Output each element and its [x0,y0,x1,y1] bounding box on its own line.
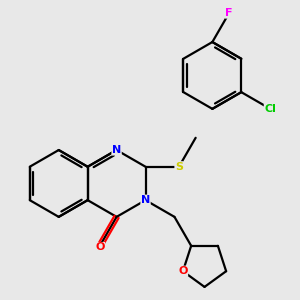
Text: N: N [112,145,121,155]
Text: O: O [178,266,188,276]
Text: Cl: Cl [264,104,276,114]
Text: N: N [141,195,150,205]
Text: O: O [95,242,105,253]
Text: F: F [225,8,233,18]
Text: S: S [175,162,183,172]
